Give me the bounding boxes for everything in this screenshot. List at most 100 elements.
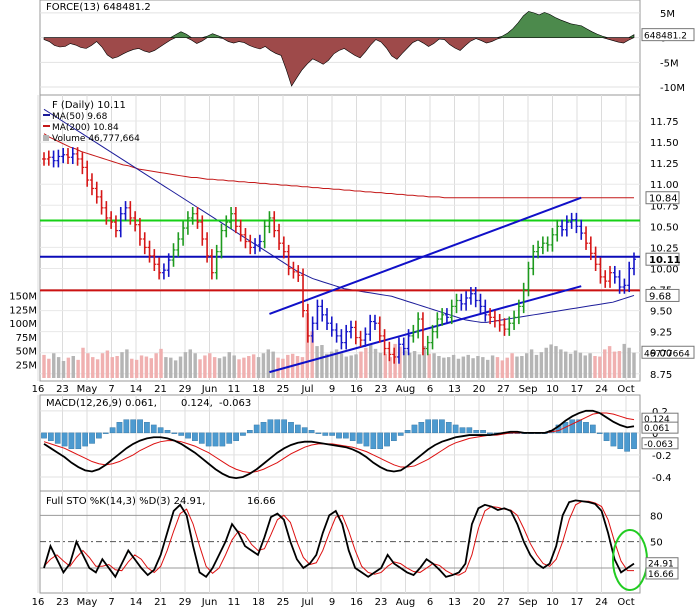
volume-bar: [320, 345, 324, 378]
date-tick-label: 16: [32, 597, 45, 608]
macd-histogram-bar: [308, 430, 315, 434]
volume-tick-label: 150M: [9, 292, 37, 303]
sto-current-label: 16.66: [648, 570, 674, 580]
volume-bar: [349, 355, 353, 378]
date-tick-label: Jun: [201, 384, 218, 395]
volume-bar: [476, 356, 480, 378]
volume-bar: [144, 356, 149, 378]
date-tick-label: 14: [130, 597, 143, 608]
force-tick-label: 5M: [660, 9, 675, 20]
volume-bar: [534, 354, 539, 378]
macd-histogram-bar: [61, 432, 68, 447]
volume-bar: [564, 351, 568, 378]
macd-histogram-bar: [116, 422, 123, 434]
volume-bar: [76, 359, 80, 378]
date-tick-label: 16: [350, 384, 363, 395]
date-tick-label: 13: [448, 597, 461, 608]
price-tick-label: 9.00: [650, 349, 672, 360]
date-tick-label: 25: [277, 384, 290, 395]
volume-bar: [339, 353, 344, 378]
volume-bar: [315, 346, 319, 378]
date-tick-label: 18: [252, 384, 265, 395]
volume-bar: [95, 359, 100, 378]
volume-bar: [188, 349, 192, 378]
sto-tick-label: 80: [650, 511, 663, 522]
volume-bar: [364, 347, 368, 378]
volume-tick-label: 100M: [9, 319, 37, 330]
volume-bar: [437, 356, 441, 378]
volume-bar: [125, 349, 129, 378]
macd-current-label: 0.061: [644, 424, 670, 434]
volume-bar: [432, 353, 436, 378]
macd-histogram-bar: [363, 432, 370, 447]
volume-bar: [427, 353, 431, 378]
macd-histogram-bar: [171, 432, 178, 434]
volume-bar: [549, 344, 553, 378]
volume-bar: [500, 360, 505, 378]
volume-bar: [403, 350, 407, 378]
volume-bar: [110, 357, 114, 378]
legend-ma50: MA(50) 9.68: [52, 112, 108, 122]
volume-bar: [134, 359, 139, 378]
macd-histogram-bar: [178, 432, 185, 436]
volume-bar: [617, 351, 622, 378]
volume-bar: [422, 346, 427, 378]
volume-bar: [588, 353, 592, 378]
macd-current-label: -0.063: [644, 440, 673, 450]
macd-histogram-bar: [164, 430, 171, 434]
macd-histogram-bar: [425, 419, 432, 434]
date-tick-label: 27: [497, 597, 510, 608]
macd-histogram-bar: [96, 432, 102, 439]
force-index-layer: [43, 11, 635, 87]
force-tick-label: -10M: [660, 83, 685, 94]
macd-histogram-bar: [617, 432, 624, 449]
price-tick-label: 9.25: [650, 328, 672, 339]
macd-histogram-bar: [253, 424, 260, 434]
force-title: FORCE(13) 648481.2: [46, 2, 151, 13]
macd-histogram-bar: [281, 419, 287, 434]
volume-bar: [442, 357, 446, 378]
trend-channel-upper: [269, 196, 582, 315]
macd-histogram-bar: [198, 432, 205, 444]
volume-bar: [71, 356, 75, 378]
date-tick-label: 9: [329, 597, 335, 608]
macd-histogram-bar: [576, 419, 582, 434]
date-tick-label: 16: [350, 597, 363, 608]
ma50-current-box: [645, 288, 680, 302]
volume-bar: [154, 353, 158, 378]
macd-histogram-bar: [226, 432, 233, 444]
volume-bar: [237, 359, 241, 378]
macd-histogram-bar: [631, 432, 637, 449]
macd-histogram-bar: [212, 432, 219, 447]
volume-bar: [456, 358, 461, 378]
price-current-box: [645, 252, 680, 266]
ma200-line: [43, 133, 634, 199]
macd-histogram-bar: [89, 432, 95, 444]
force-positive-area: [44, 11, 635, 38]
date-tick-label: 21: [154, 597, 167, 608]
volume-bar: [105, 350, 110, 378]
volume-bar: [412, 351, 417, 378]
volume-bar: [208, 353, 212, 378]
macd-histogram-bar: [274, 419, 281, 434]
macd-histogram-bar: [487, 432, 493, 434]
price-tick-label: 10.25: [650, 243, 679, 254]
volume-current-label: 46777664: [644, 349, 690, 359]
volume-bar: [520, 356, 524, 378]
macd-histogram-bar: [315, 432, 322, 434]
macd-histogram-bar: [219, 432, 226, 447]
macd-histogram-bar: [480, 430, 486, 434]
date-tick-label: Sep: [519, 597, 538, 608]
date-tick-label: 10: [546, 597, 559, 608]
volume-bar: [52, 353, 56, 378]
volume-bar: [554, 346, 558, 378]
volume-bar: [42, 354, 46, 378]
ma50-current-label: 9.68: [649, 291, 671, 302]
volume-bar: [466, 354, 470, 378]
volume-bar: [471, 358, 475, 378]
volume-current-box: [641, 345, 695, 359]
volume-bar: [407, 352, 412, 378]
legend-volume-swatch: [43, 135, 49, 141]
macd-histogram-bar: [185, 432, 191, 439]
